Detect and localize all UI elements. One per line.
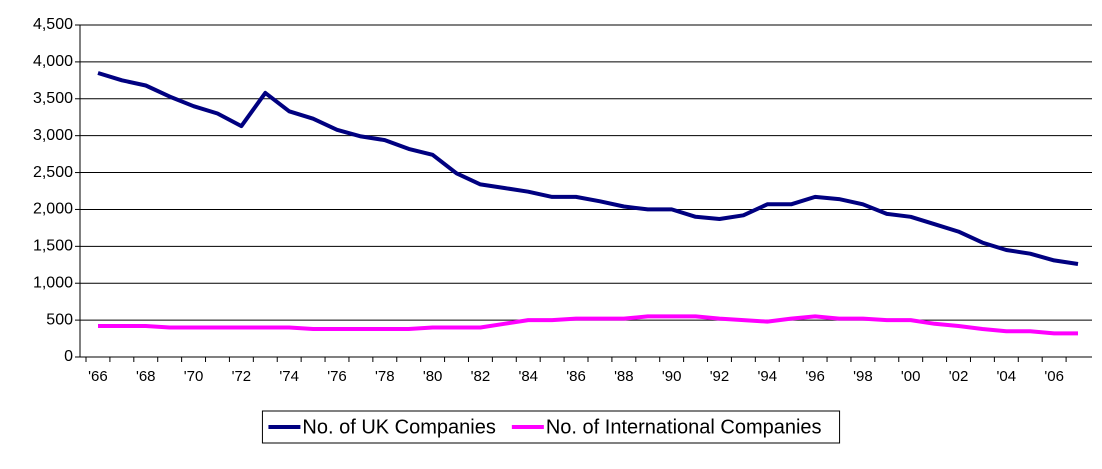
x-tick-label: '66 [88, 368, 108, 385]
legend: No. of UK Companies No. of International … [261, 410, 841, 444]
x-tick-label: '90 [662, 368, 682, 385]
x-tick-label: '80 [423, 368, 443, 385]
y-tick-label: 3,500 [33, 90, 73, 107]
x-tick-label: '76 [327, 368, 347, 385]
x-tick-label: '92 [710, 368, 730, 385]
x-tick-label: '82 [471, 368, 491, 385]
x-tick-label: '70 [184, 368, 204, 385]
y-tick-label: 4,500 [33, 16, 73, 33]
x-tick-label: '96 [805, 368, 825, 385]
y-tick-label: 2,000 [33, 201, 73, 218]
legend-box [261, 410, 841, 444]
x-tick-label: '00 [901, 368, 921, 385]
y-tick-label: 4,000 [33, 53, 73, 70]
x-tick-label: '02 [949, 368, 969, 385]
y-tick-label: 1,500 [33, 238, 73, 255]
x-tick-label: '04 [997, 368, 1017, 385]
series-line [98, 314, 1078, 336]
x-tick-label: '84 [518, 368, 538, 385]
x-tick-label: '68 [136, 368, 156, 385]
x-tick-label: '86 [566, 368, 586, 385]
x-tick-label: '78 [375, 368, 395, 385]
x-tick-label: '88 [614, 368, 634, 385]
legend-label: No. of UK Companies [302, 416, 495, 438]
x-tick-label: '72 [232, 368, 252, 385]
x-tick-label: '94 [758, 368, 778, 385]
x-tick-label: '06 [1044, 368, 1064, 385]
legend-label: No. of International Companies [546, 416, 822, 438]
y-tick-label: 2,500 [33, 164, 73, 181]
y-tick-label: 1,000 [33, 274, 73, 291]
x-tick-label: '74 [279, 368, 299, 385]
series-line [97, 71, 1079, 266]
y-tick-label: 0 [64, 348, 73, 365]
y-tick-label: 3,000 [33, 127, 73, 144]
x-tick-label: '98 [853, 368, 873, 385]
y-tick-label: 500 [46, 311, 73, 328]
